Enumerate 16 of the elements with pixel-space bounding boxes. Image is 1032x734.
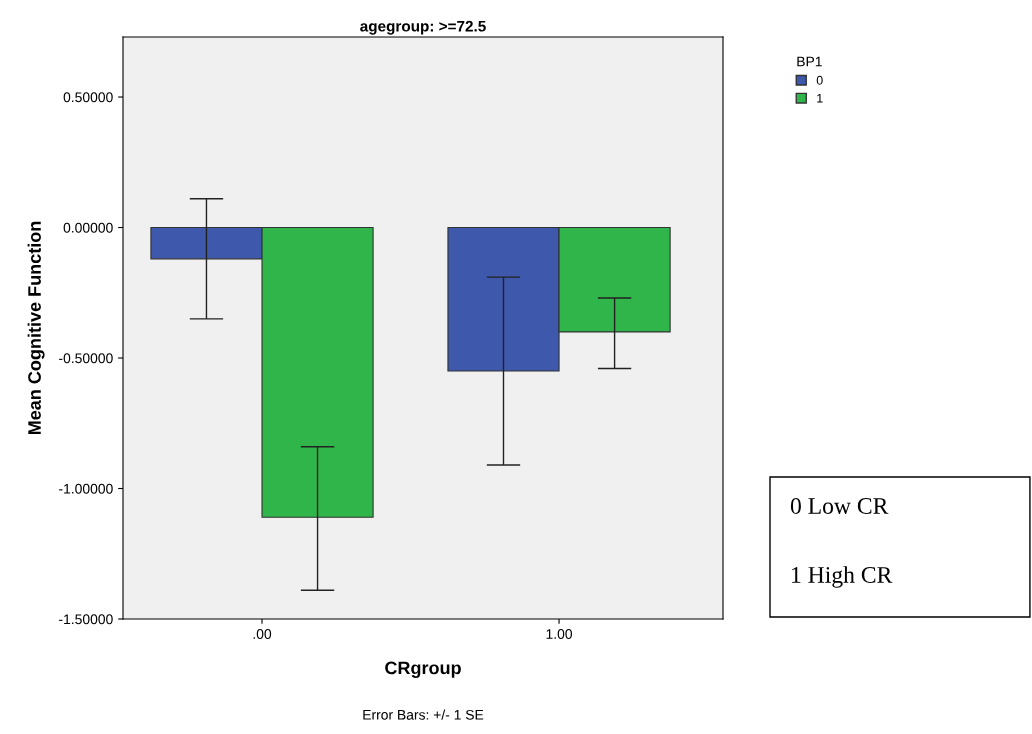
text: 1 High CR	[792, 566, 893, 588]
y-axis-title: Mean Cognitive Function	[27, 221, 45, 435]
y-tick-label: -1.00000	[59, 483, 113, 494]
text: 0 Low CR	[790, 497, 889, 514]
y-tick-label: 0.50000	[63, 92, 113, 103]
y-tick-label: -0.50000	[59, 353, 113, 364]
y-tick-label: -1.50000	[59, 614, 113, 625]
legend-label: 0	[816, 75, 823, 85]
text: Error Bars: +/- 1 SE	[363, 709, 484, 720]
legend-label: 1	[817, 93, 823, 103]
chart-title: agegroup: >=72.5	[360, 20, 486, 35]
y-tick-label: 0.00000	[63, 222, 113, 233]
legend-title: BP1	[797, 56, 822, 67]
x-tick-label: 1.00	[546, 629, 573, 639]
x-tick-label: .00	[253, 629, 272, 639]
x-axis-title: CRgroup	[385, 661, 461, 678]
